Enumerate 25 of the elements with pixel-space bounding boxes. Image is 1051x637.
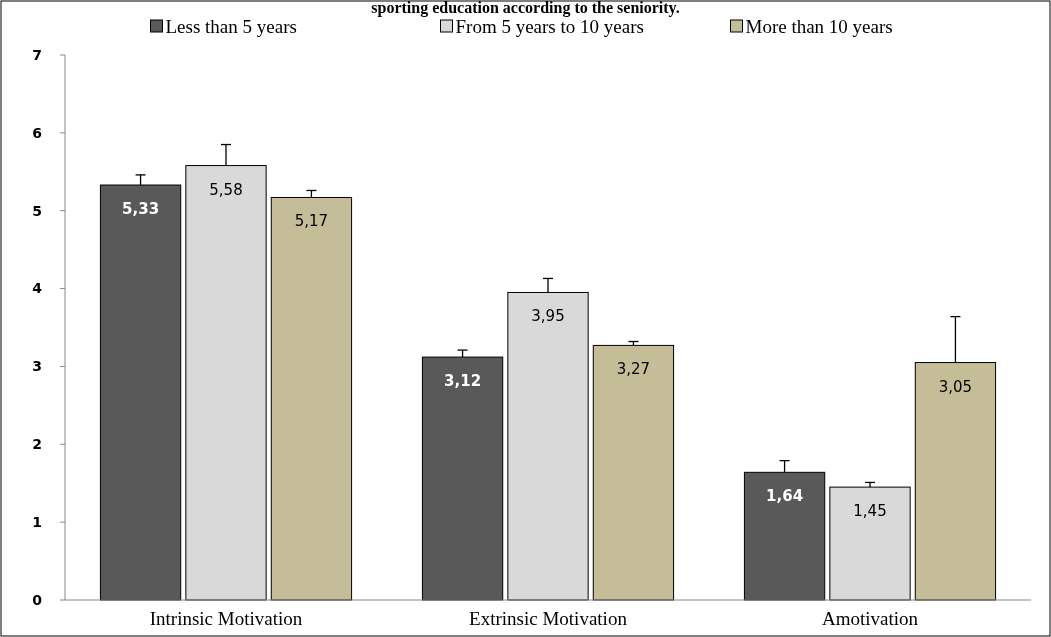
y-tick-label: 2 [32, 436, 42, 453]
data-label: 3,95 [531, 307, 565, 326]
y-tick-label: 0 [32, 591, 43, 608]
data-label: 3,12 [444, 372, 482, 391]
bar [592, 344, 675, 601]
legend-label: Less than 5 years [165, 15, 297, 37]
data-label: 1,64 [766, 487, 804, 506]
y-tick-label: 3 [32, 358, 42, 375]
y-tick-label: 7 [32, 46, 42, 63]
data-label: 3,27 [616, 360, 651, 379]
data-label: 5,33 [122, 200, 160, 219]
x-tick-label: Extrinsic Motivation [469, 608, 628, 629]
legend-label: More than 10 years [745, 15, 893, 37]
y-tick-label: 6 [32, 124, 42, 141]
data-label: 5,17 [294, 212, 329, 231]
chart-title: sporting education according to the seniority. [371, 0, 680, 17]
data-label: 5,58 [209, 180, 243, 199]
y-tick-label: 5 [32, 202, 42, 219]
data-label: 1,45 [853, 502, 887, 521]
bar [829, 486, 911, 601]
x-tick-label: Amotivation [821, 608, 919, 629]
y-tick-label: 4 [32, 280, 43, 297]
y-tick-label: 1 [32, 514, 42, 531]
data-label: 3,05 [938, 377, 973, 396]
x-tick-label: Intrinsic Motivation [149, 608, 303, 629]
